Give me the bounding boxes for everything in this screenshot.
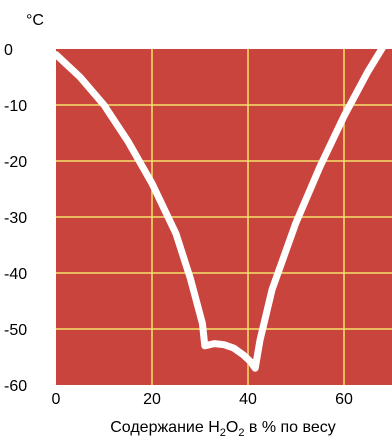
y-tick-label: -20	[4, 154, 27, 171]
y-tick-label: -40	[4, 266, 27, 283]
y-tick-label: -30	[4, 210, 27, 227]
x-tick-label: 0	[52, 391, 61, 408]
y-tick-label: 0	[4, 42, 13, 59]
y-axis-ticks: 0 -10 -20 -30 -40 -50 -60	[4, 42, 27, 395]
x-tick-label: 20	[143, 391, 161, 408]
x-axis-ticks: 0 20 40 60	[52, 391, 353, 408]
y-tick-label: -10	[4, 98, 27, 115]
x-tick-label: 40	[239, 391, 257, 408]
y-tick-label: -60	[4, 378, 27, 395]
x-tick-label: 60	[335, 391, 353, 408]
curve-layer	[56, 49, 386, 372]
grid-lines	[56, 49, 392, 385]
y-axis-unit: °C	[26, 12, 44, 29]
x-axis-label: Содержание H2O2 в % по весу	[110, 419, 336, 439]
y-tick-label: -50	[4, 322, 27, 339]
freezing-point-curve	[56, 49, 386, 372]
